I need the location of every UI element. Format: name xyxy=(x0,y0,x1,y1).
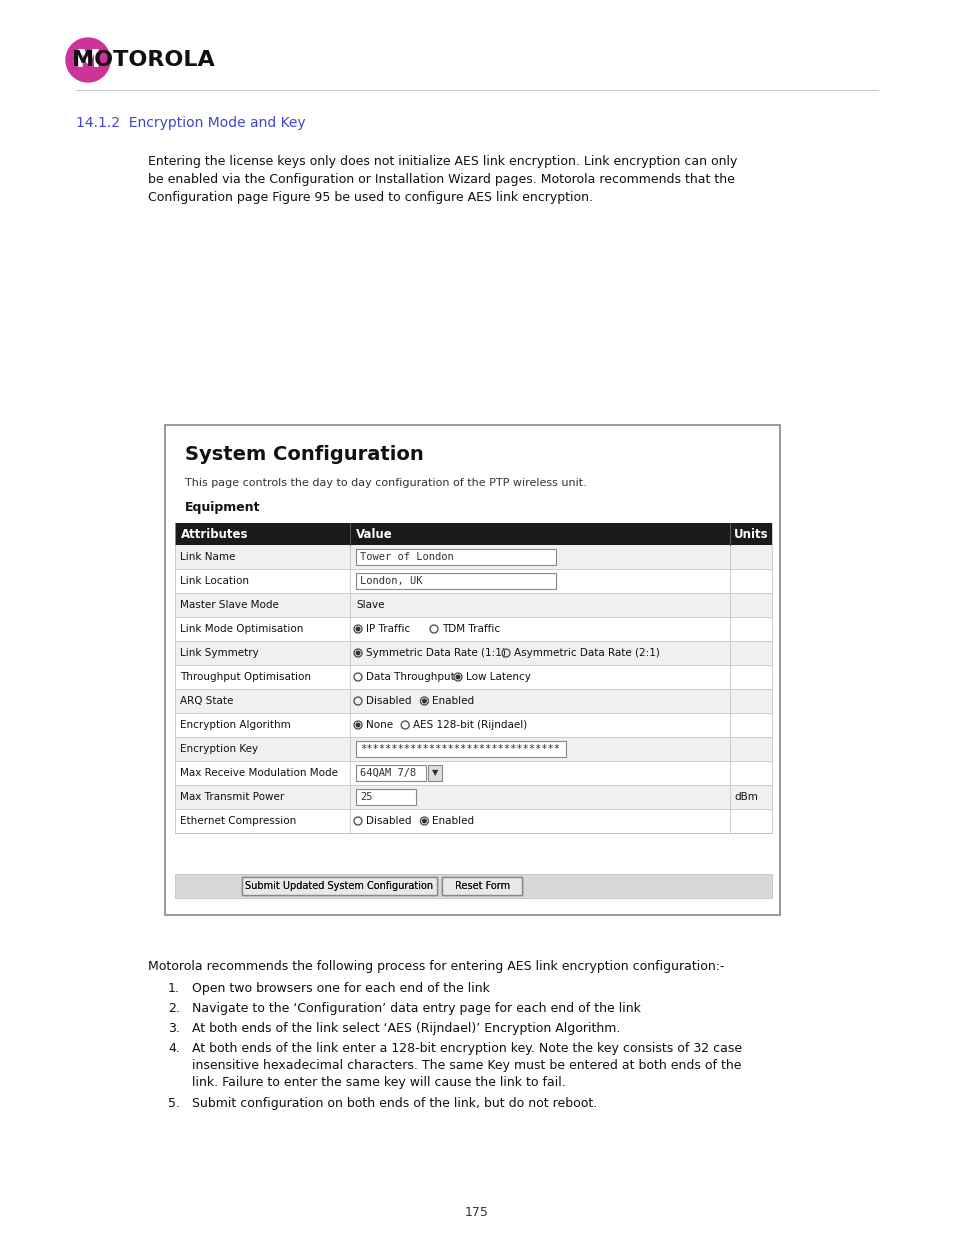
Text: Asymmetric Data Rate (2:1): Asymmetric Data Rate (2:1) xyxy=(514,648,659,658)
Text: Enabled: Enabled xyxy=(432,816,474,826)
Text: Link Name: Link Name xyxy=(180,552,235,562)
Text: This page controls the day to day configuration of the PTP wireless unit.: This page controls the day to day config… xyxy=(185,478,586,488)
Text: Submit configuration on both ends of the link, but do not reboot.: Submit configuration on both ends of the… xyxy=(192,1097,597,1110)
Text: Link Location: Link Location xyxy=(180,576,249,585)
Text: TDM Traffic: TDM Traffic xyxy=(441,624,499,634)
Text: Encryption Key: Encryption Key xyxy=(180,743,258,755)
FancyBboxPatch shape xyxy=(355,789,416,805)
Text: Enabled: Enabled xyxy=(432,697,474,706)
Text: MOTOROLA: MOTOROLA xyxy=(71,49,214,70)
Text: Navigate to the ‘Configuration’ data entry page for each end of the link: Navigate to the ‘Configuration’ data ent… xyxy=(192,1002,640,1015)
Text: At both ends of the link enter a 128-bit encryption key. Note the key consists o: At both ends of the link enter a 128-bit… xyxy=(192,1042,741,1055)
Text: Link Symmetry: Link Symmetry xyxy=(180,648,258,658)
FancyBboxPatch shape xyxy=(174,593,771,618)
Circle shape xyxy=(422,699,426,703)
Text: link. Failure to enter the same key will cause the link to fail.: link. Failure to enter the same key will… xyxy=(192,1076,565,1089)
Text: Tower of London: Tower of London xyxy=(359,552,454,562)
Text: 25: 25 xyxy=(359,792,372,802)
Text: Disabled: Disabled xyxy=(366,697,411,706)
Text: insensitive hexadecimal characters. The same Key must be entered at both ends of: insensitive hexadecimal characters. The … xyxy=(192,1058,740,1072)
FancyBboxPatch shape xyxy=(442,877,522,895)
Text: 3.: 3. xyxy=(168,1023,180,1035)
FancyBboxPatch shape xyxy=(174,713,771,737)
Text: 1.: 1. xyxy=(168,982,180,995)
Text: Submit Updated System Configuration: Submit Updated System Configuration xyxy=(245,881,433,890)
Text: Entering the license keys only does not initialize AES link encryption. Link enc: Entering the license keys only does not … xyxy=(148,156,737,168)
Text: Disabled: Disabled xyxy=(366,816,411,826)
Circle shape xyxy=(355,651,359,655)
Text: dBm: dBm xyxy=(733,792,757,802)
Text: Configuration page Figure 95 be used to configure AES link encryption.: Configuration page Figure 95 be used to … xyxy=(148,191,593,204)
Text: ********************************: ******************************** xyxy=(359,743,559,755)
FancyBboxPatch shape xyxy=(174,545,771,569)
Text: ▼: ▼ xyxy=(432,768,437,778)
FancyBboxPatch shape xyxy=(174,618,771,641)
Circle shape xyxy=(66,38,110,82)
FancyBboxPatch shape xyxy=(174,761,771,785)
FancyBboxPatch shape xyxy=(165,425,780,915)
Circle shape xyxy=(355,627,359,631)
Text: Equipment: Equipment xyxy=(185,500,260,514)
Text: Submit Updated System Configuration: Submit Updated System Configuration xyxy=(245,881,433,890)
Text: Max Receive Modulation Mode: Max Receive Modulation Mode xyxy=(180,768,337,778)
Text: 175: 175 xyxy=(464,1207,489,1219)
FancyBboxPatch shape xyxy=(242,877,437,895)
Circle shape xyxy=(422,819,426,823)
FancyBboxPatch shape xyxy=(174,785,771,809)
Text: Open two browsers one for each end of the link: Open two browsers one for each end of th… xyxy=(192,982,489,995)
FancyBboxPatch shape xyxy=(174,522,771,545)
Text: 14.1.2  Encryption Mode and Key: 14.1.2 Encryption Mode and Key xyxy=(76,116,305,130)
Text: IP Traffic: IP Traffic xyxy=(366,624,410,634)
Text: Slave: Slave xyxy=(355,600,384,610)
FancyBboxPatch shape xyxy=(174,874,771,898)
Text: Reset Form: Reset Form xyxy=(455,881,510,890)
Text: 64QAM 7/8: 64QAM 7/8 xyxy=(359,768,416,778)
FancyBboxPatch shape xyxy=(355,550,556,564)
Text: London, UK: London, UK xyxy=(359,576,422,585)
FancyBboxPatch shape xyxy=(174,641,771,664)
Text: Max Transmit Power: Max Transmit Power xyxy=(180,792,284,802)
Text: Master Slave Mode: Master Slave Mode xyxy=(180,600,278,610)
Text: Units: Units xyxy=(733,527,768,541)
FancyBboxPatch shape xyxy=(174,737,771,761)
Circle shape xyxy=(456,676,459,679)
Text: System Configuration: System Configuration xyxy=(185,446,423,464)
FancyBboxPatch shape xyxy=(428,764,441,781)
Text: Value: Value xyxy=(355,527,393,541)
Text: M: M xyxy=(75,48,100,72)
Text: Low Latency: Low Latency xyxy=(465,672,530,682)
Text: 5.: 5. xyxy=(168,1097,180,1110)
Circle shape xyxy=(355,724,359,727)
Text: Data Throughput: Data Throughput xyxy=(366,672,455,682)
Text: Symmetric Data Rate (1:1): Symmetric Data Rate (1:1) xyxy=(366,648,505,658)
Text: Attributes: Attributes xyxy=(181,527,248,541)
Text: At both ends of the link select ‘AES (Rijndael)’ Encryption Algorithm.: At both ends of the link select ‘AES (Ri… xyxy=(192,1023,619,1035)
FancyBboxPatch shape xyxy=(355,764,426,781)
FancyBboxPatch shape xyxy=(174,809,771,832)
FancyBboxPatch shape xyxy=(174,689,771,713)
Text: be enabled via the Configuration or Installation Wizard pages. Motorola recommen: be enabled via the Configuration or Inst… xyxy=(148,173,734,186)
Text: Link Mode Optimisation: Link Mode Optimisation xyxy=(180,624,303,634)
Text: Throughput Optimisation: Throughput Optimisation xyxy=(180,672,311,682)
Text: AES 128-bit (Rijndael): AES 128-bit (Rijndael) xyxy=(413,720,527,730)
FancyBboxPatch shape xyxy=(355,741,565,757)
FancyBboxPatch shape xyxy=(355,573,556,589)
Text: Encryption Algorithm: Encryption Algorithm xyxy=(180,720,291,730)
Text: ARQ State: ARQ State xyxy=(180,697,233,706)
Text: 4.: 4. xyxy=(168,1042,180,1055)
Text: 2.: 2. xyxy=(168,1002,180,1015)
FancyBboxPatch shape xyxy=(174,569,771,593)
FancyBboxPatch shape xyxy=(174,664,771,689)
Text: Ethernet Compression: Ethernet Compression xyxy=(180,816,296,826)
Text: None: None xyxy=(366,720,393,730)
Text: Reset Form: Reset Form xyxy=(455,881,510,890)
Text: Motorola recommends the following process for entering AES link encryption confi: Motorola recommends the following proces… xyxy=(148,960,723,973)
